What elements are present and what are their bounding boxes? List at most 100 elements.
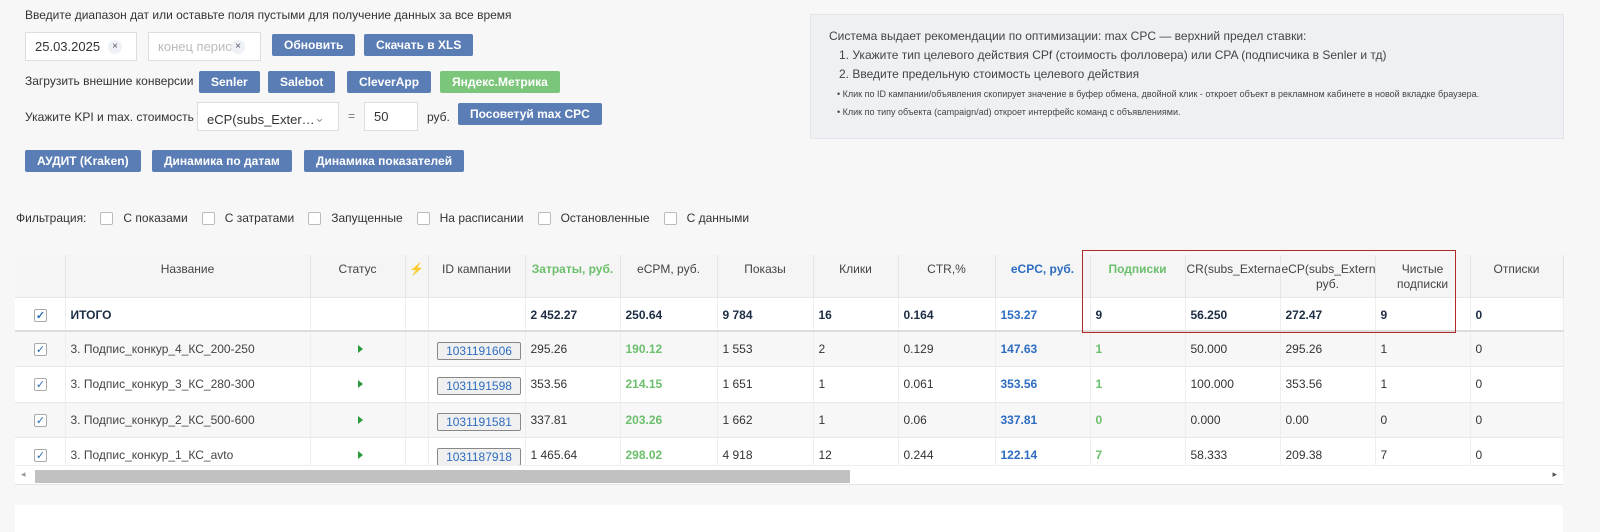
select-cell: ✓ (15, 330, 66, 367)
campaign-id-cell: 1031191598 (428, 366, 526, 402)
subs-cell: 1 (1090, 366, 1186, 402)
table-row: ✓ 3. Подпис_конкур_4_КС_200-250 1031191606… (15, 330, 1564, 367)
filter-checkbox[interactable] (663, 211, 677, 225)
header-net-subs[interactable]: Чистые подписки (1375, 255, 1471, 297)
date-end-input[interactable]: конец перио × (148, 32, 261, 61)
scroll-left-icon[interactable]: ◂ (21, 469, 26, 479)
subs-cell: 9 (1090, 296, 1186, 332)
row-checkbox[interactable]: ✓ (34, 343, 47, 356)
header-lightning[interactable]: ⚡ (405, 255, 429, 297)
info-note: Клик по типу объекта (campaign/ad) откро… (842, 107, 1181, 117)
row-checkbox[interactable]: ✓ (34, 413, 47, 427)
yandex-metrika-button[interactable]: Яндекс.Метрика (440, 71, 560, 93)
conversions-label: Загрузить внешние конверсии (25, 74, 194, 88)
subs-cell: 0 (1090, 401, 1186, 438)
name-cell[interactable]: 3. Подпис_конкур_4_КС_200-250 (65, 330, 311, 367)
scrollbar-thumb[interactable] (35, 470, 850, 483)
filter-label: На расписании (439, 211, 524, 225)
audit-button[interactable]: АУДИТ (Kraken) (25, 150, 141, 172)
filter-checkbox[interactable] (100, 211, 114, 225)
equals-sign: = (348, 109, 356, 123)
cr-cell: 50.000 (1185, 330, 1281, 367)
date-start-input[interactable]: 25.03.2025 × (25, 32, 137, 61)
select-cell: ✓ (15, 296, 66, 332)
name-cell[interactable]: 3. Подпис_конкур_3_КС_280-300 (65, 366, 311, 402)
net-cell: 1 (1375, 330, 1471, 367)
row-checkbox[interactable]: ✓ (34, 378, 47, 391)
header-ecpc[interactable]: eCPC, руб. (995, 255, 1091, 297)
shows-cell: 1 662 (717, 401, 814, 438)
total-row: ✓ ИТОГО 2 452.27 250.64 9 784 16 0.164 153.27 9 5… (15, 296, 1564, 332)
advise-max-cpc-button[interactable]: Посоветуй max CPC (458, 103, 602, 125)
campaign-id-button[interactable]: 1031191598 (437, 377, 521, 395)
ecpc-cell: 153.27 (995, 296, 1091, 332)
campaign-id-cell: 1031191581 (428, 401, 526, 438)
header-campaign-id[interactable]: ID кампании (428, 255, 526, 297)
footer-panel (15, 505, 1563, 532)
clicks-cell: 2 (813, 330, 899, 367)
play-icon (357, 415, 363, 424)
header-ctr[interactable]: CTR,% (898, 255, 996, 297)
campaign-id-button[interactable]: 1031191581 (437, 412, 521, 431)
campaign-id-button[interactable]: 1031191606 (437, 342, 521, 360)
row-checkbox[interactable]: ✓ (34, 449, 47, 462)
net-cell: 0 (1375, 401, 1471, 438)
cr-cell: 100.000 (1185, 366, 1281, 402)
kpi-select[interactable]: eCP(subs_Exter… ⌄ (197, 102, 339, 131)
header-ecp[interactable]: eCP(subs_External руб. (1280, 255, 1376, 297)
name-cell[interactable]: 3. Подпис_конкур_2_КС_500-600 (65, 401, 311, 438)
campaigns-table: Название Статус ⚡ ID кампании Затраты, руб. e… (15, 255, 1564, 473)
campaign-id-button[interactable]: 1031187918 (437, 448, 521, 466)
clear-icon[interactable]: × (231, 40, 245, 54)
play-icon (357, 345, 363, 353)
header-subs[interactable]: Подписки (1090, 255, 1186, 297)
cleverapp-button[interactable]: CleverApp (347, 71, 432, 93)
download-xls-button[interactable]: Скачать в XLS (364, 34, 474, 56)
ecp-cell: 353.56 (1280, 366, 1376, 402)
header-shows[interactable]: Показы (717, 255, 814, 297)
unsubs-cell: 0 (1470, 330, 1564, 367)
unsubs-cell: 0 (1470, 296, 1564, 332)
unit-label: руб. (427, 110, 450, 124)
row-checkbox[interactable]: ✓ (34, 308, 47, 322)
header-status[interactable]: Статус (310, 255, 406, 297)
ecp-cell: 295.26 (1280, 330, 1376, 367)
clicks-cell: 1 (813, 401, 899, 438)
ecpm-cell: 214.15 (620, 366, 718, 402)
dynamics-dates-button[interactable]: Динамика по датам (152, 150, 292, 172)
cr-cell: 56.250 (1185, 296, 1281, 332)
lightning-cell (405, 437, 429, 473)
max-cost-input[interactable]: 50 (364, 102, 418, 131)
header-clicks[interactable]: Клики (813, 255, 899, 297)
filter-checkbox[interactable] (416, 211, 430, 225)
subs-cell: 1 (1090, 330, 1186, 367)
header-name[interactable]: Название (65, 255, 311, 297)
ecpc-cell: 353.56 (995, 366, 1091, 402)
salebot-button[interactable]: Salebot (268, 71, 336, 93)
filter-label: С данными (686, 211, 750, 225)
kpi-label: Укажите KPI и max. стоимость (25, 110, 194, 124)
clear-icon[interactable]: × (108, 40, 122, 54)
lightning-cell (405, 401, 429, 438)
senler-button[interactable]: Senler (199, 71, 260, 93)
scroll-right-icon[interactable]: ▸ (1552, 469, 1557, 479)
ctr-cell: 0.061 (898, 366, 996, 402)
header-cost[interactable]: Затраты, руб. (525, 255, 621, 297)
header-cr[interactable]: CR(subs_External (1185, 255, 1281, 297)
net-cell: 1 (1375, 366, 1471, 402)
header-ecpm[interactable]: eCPM, руб. (620, 255, 718, 297)
status-cell (310, 330, 406, 367)
filter-label: С затратами (224, 211, 295, 225)
shows-cell: 1 553 (717, 330, 814, 367)
filter-checkbox[interactable] (201, 211, 215, 225)
dynamics-metrics-button[interactable]: Динамика показателей (304, 150, 465, 172)
refresh-button[interactable]: Обновить (272, 34, 356, 56)
header-unsubs[interactable]: Отписки (1470, 255, 1564, 297)
name-cell[interactable]: ИТОГО (65, 296, 311, 332)
select-cell: ✓ (15, 401, 66, 438)
shows-cell: 9 784 (717, 296, 814, 332)
horizontal-scrollbar[interactable]: ◂ ▸ (15, 465, 1563, 485)
filter-checkbox[interactable] (537, 211, 551, 225)
ecpm-cell: 190.12 (620, 330, 718, 367)
filter-checkbox[interactable] (308, 211, 322, 225)
